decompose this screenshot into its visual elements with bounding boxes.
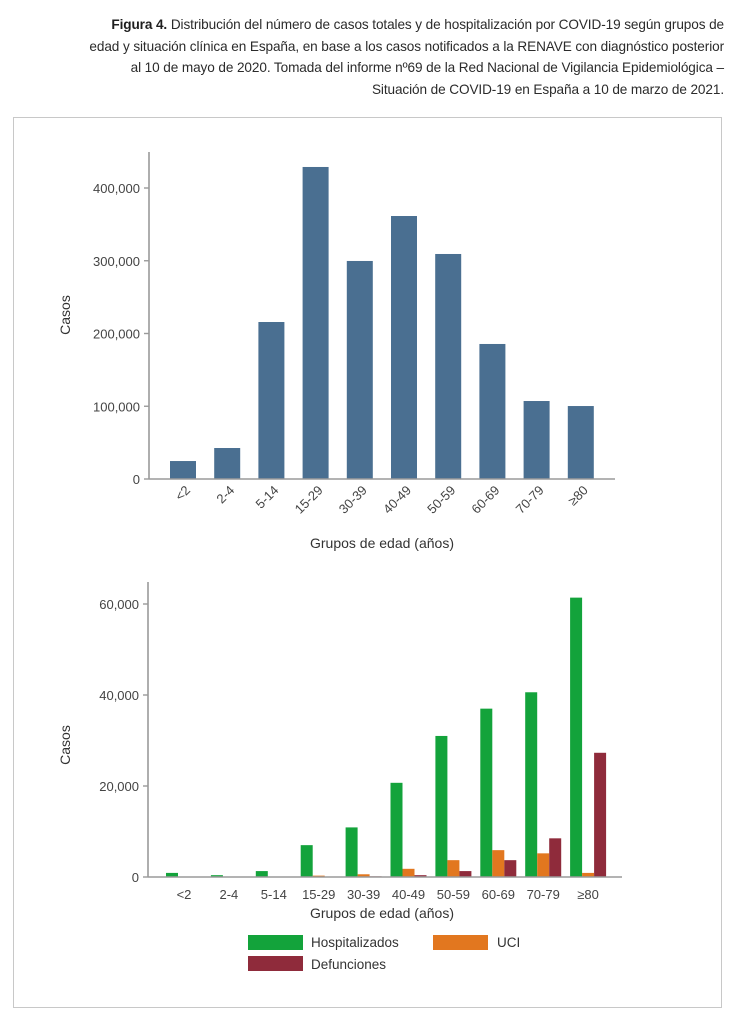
bar-defunciones-ge80 [594,752,607,877]
x-tick-label: 70-79 [527,887,560,902]
legend-swatch-hospitalizados [248,935,303,950]
y-tick-label: 400,000 [93,181,140,196]
x-tick-label: 60-69 [468,483,502,517]
bar-uci-50-59 [447,860,460,877]
legend-label-uci: UCI [497,935,520,950]
y-tick-label: 200,000 [93,327,140,342]
bar-uci-30-39 [357,874,370,877]
bar-ge80 [567,406,594,479]
x-tick-label: 2-4 [213,483,237,507]
bar-defunciones-40-49 [414,875,427,877]
x-tick-label: 40-49 [392,887,425,902]
bar-hospitalizados-lt2 [166,872,178,877]
bar-2-4 [214,448,241,479]
legend: Hospitalizados UCI Defunciones [248,935,520,972]
bar-40-49 [391,216,417,480]
y-tick-label: 60,000 [99,597,139,612]
bar-15-29 [302,166,329,479]
y-ticks: 0 100,000 200,000 300,000 400,000 [93,181,149,487]
bar-50-59 [435,253,462,479]
bar-hospitalizados-2-4 [210,875,223,877]
y-tick-label: 0 [133,472,140,487]
total-cases-bars [170,166,594,480]
y-tick-label: 20,000 [99,779,139,794]
y-tick-label: 100,000 [93,399,140,414]
x-tick-label: 70-79 [513,483,547,517]
bar-hospitalizados-ge80 [570,597,583,877]
x-tick-label: 5-14 [253,483,282,512]
y-axis-title: Casos [57,295,73,335]
x-tick-label: 50-59 [424,483,458,517]
bar-60-69 [479,343,506,479]
bar-hospitalizados-70-79 [525,692,538,877]
legend-swatch-uci [433,935,488,950]
bar-defunciones-70-79 [549,838,562,877]
figure-label: Figura 4. [111,17,168,32]
y-tick-label: 40,000 [99,688,139,703]
x-tick-label: 40-49 [380,483,414,517]
legend-swatch-defunciones [248,956,303,971]
x-tick-label: 60-69 [482,887,515,902]
bar-defunciones-50-59 [459,871,472,877]
bar-uci-60-69 [492,850,505,877]
x-tick-label: 15-29 [302,887,335,902]
y-axis-title: Casos [57,725,73,765]
hospitalization-bars [166,597,607,877]
x-axis-title: Grupos de edad (años) [310,535,454,551]
x-tick-label: <2 [172,483,193,504]
bar-hospitalizados-15-29 [300,845,313,877]
x-ticks: <2 2-4 5-14 15-29 30-39 40-49 50-59 60-69 70-79 ≥… [177,887,599,902]
x-tick-label: 2-4 [220,887,239,902]
bar-lt2 [170,461,196,479]
bar-hospitalizados-5-14 [255,871,268,877]
x-axis-title: Grupos de edad (años) [310,905,454,921]
x-tick-label: 50-59 [437,887,470,902]
bar-hospitalizados-40-49 [390,782,403,877]
x-tick-label: 15-29 [292,483,326,517]
legend-label-hospitalizados: Hospitalizados [311,935,399,950]
bar-uci-ge80 [582,872,595,877]
x-tick-label: 5-14 [261,887,287,902]
bar-70-79 [523,401,550,479]
x-ticks: <2 2-4 5-14 15-29 30-39 40-49 50-59 60-69 70-79 ≥… [172,483,591,517]
y-tick-label: 300,000 [93,254,140,269]
bar-5-14 [258,322,285,479]
bar-30-39 [346,260,373,479]
y-ticks: 0 20,000 40,000 60,000 [99,597,148,885]
x-tick-label: <2 [177,887,192,902]
total-cases-chart: 0 100,000 200,000 300,000 400,000 <2 2-4 5-14 1… [57,152,615,551]
x-tick-label: ≥80 [565,483,591,509]
bar-uci-70-79 [537,853,550,877]
figure-caption: Figura 4. Distribución del número de cas… [84,14,724,100]
bar-hospitalizados-60-69 [480,708,493,877]
bar-hospitalizados-30-39 [345,827,358,877]
bar-hospitalizados-50-59 [435,735,448,877]
y-tick-label: 0 [132,870,139,885]
hospitalization-chart: 0 20,000 40,000 60,000 <2 2-4 5-14 15-29 30-39 4… [57,582,622,972]
bar-defunciones-60-69 [504,860,517,877]
figure-caption-text: Distribución del número de casos totales… [89,17,724,97]
x-tick-label: 30-39 [336,483,370,517]
bar-uci-40-49 [402,868,415,877]
x-tick-label: ≥80 [577,887,599,902]
x-tick-label: 30-39 [347,887,380,902]
legend-label-defunciones: Defunciones [311,957,386,972]
